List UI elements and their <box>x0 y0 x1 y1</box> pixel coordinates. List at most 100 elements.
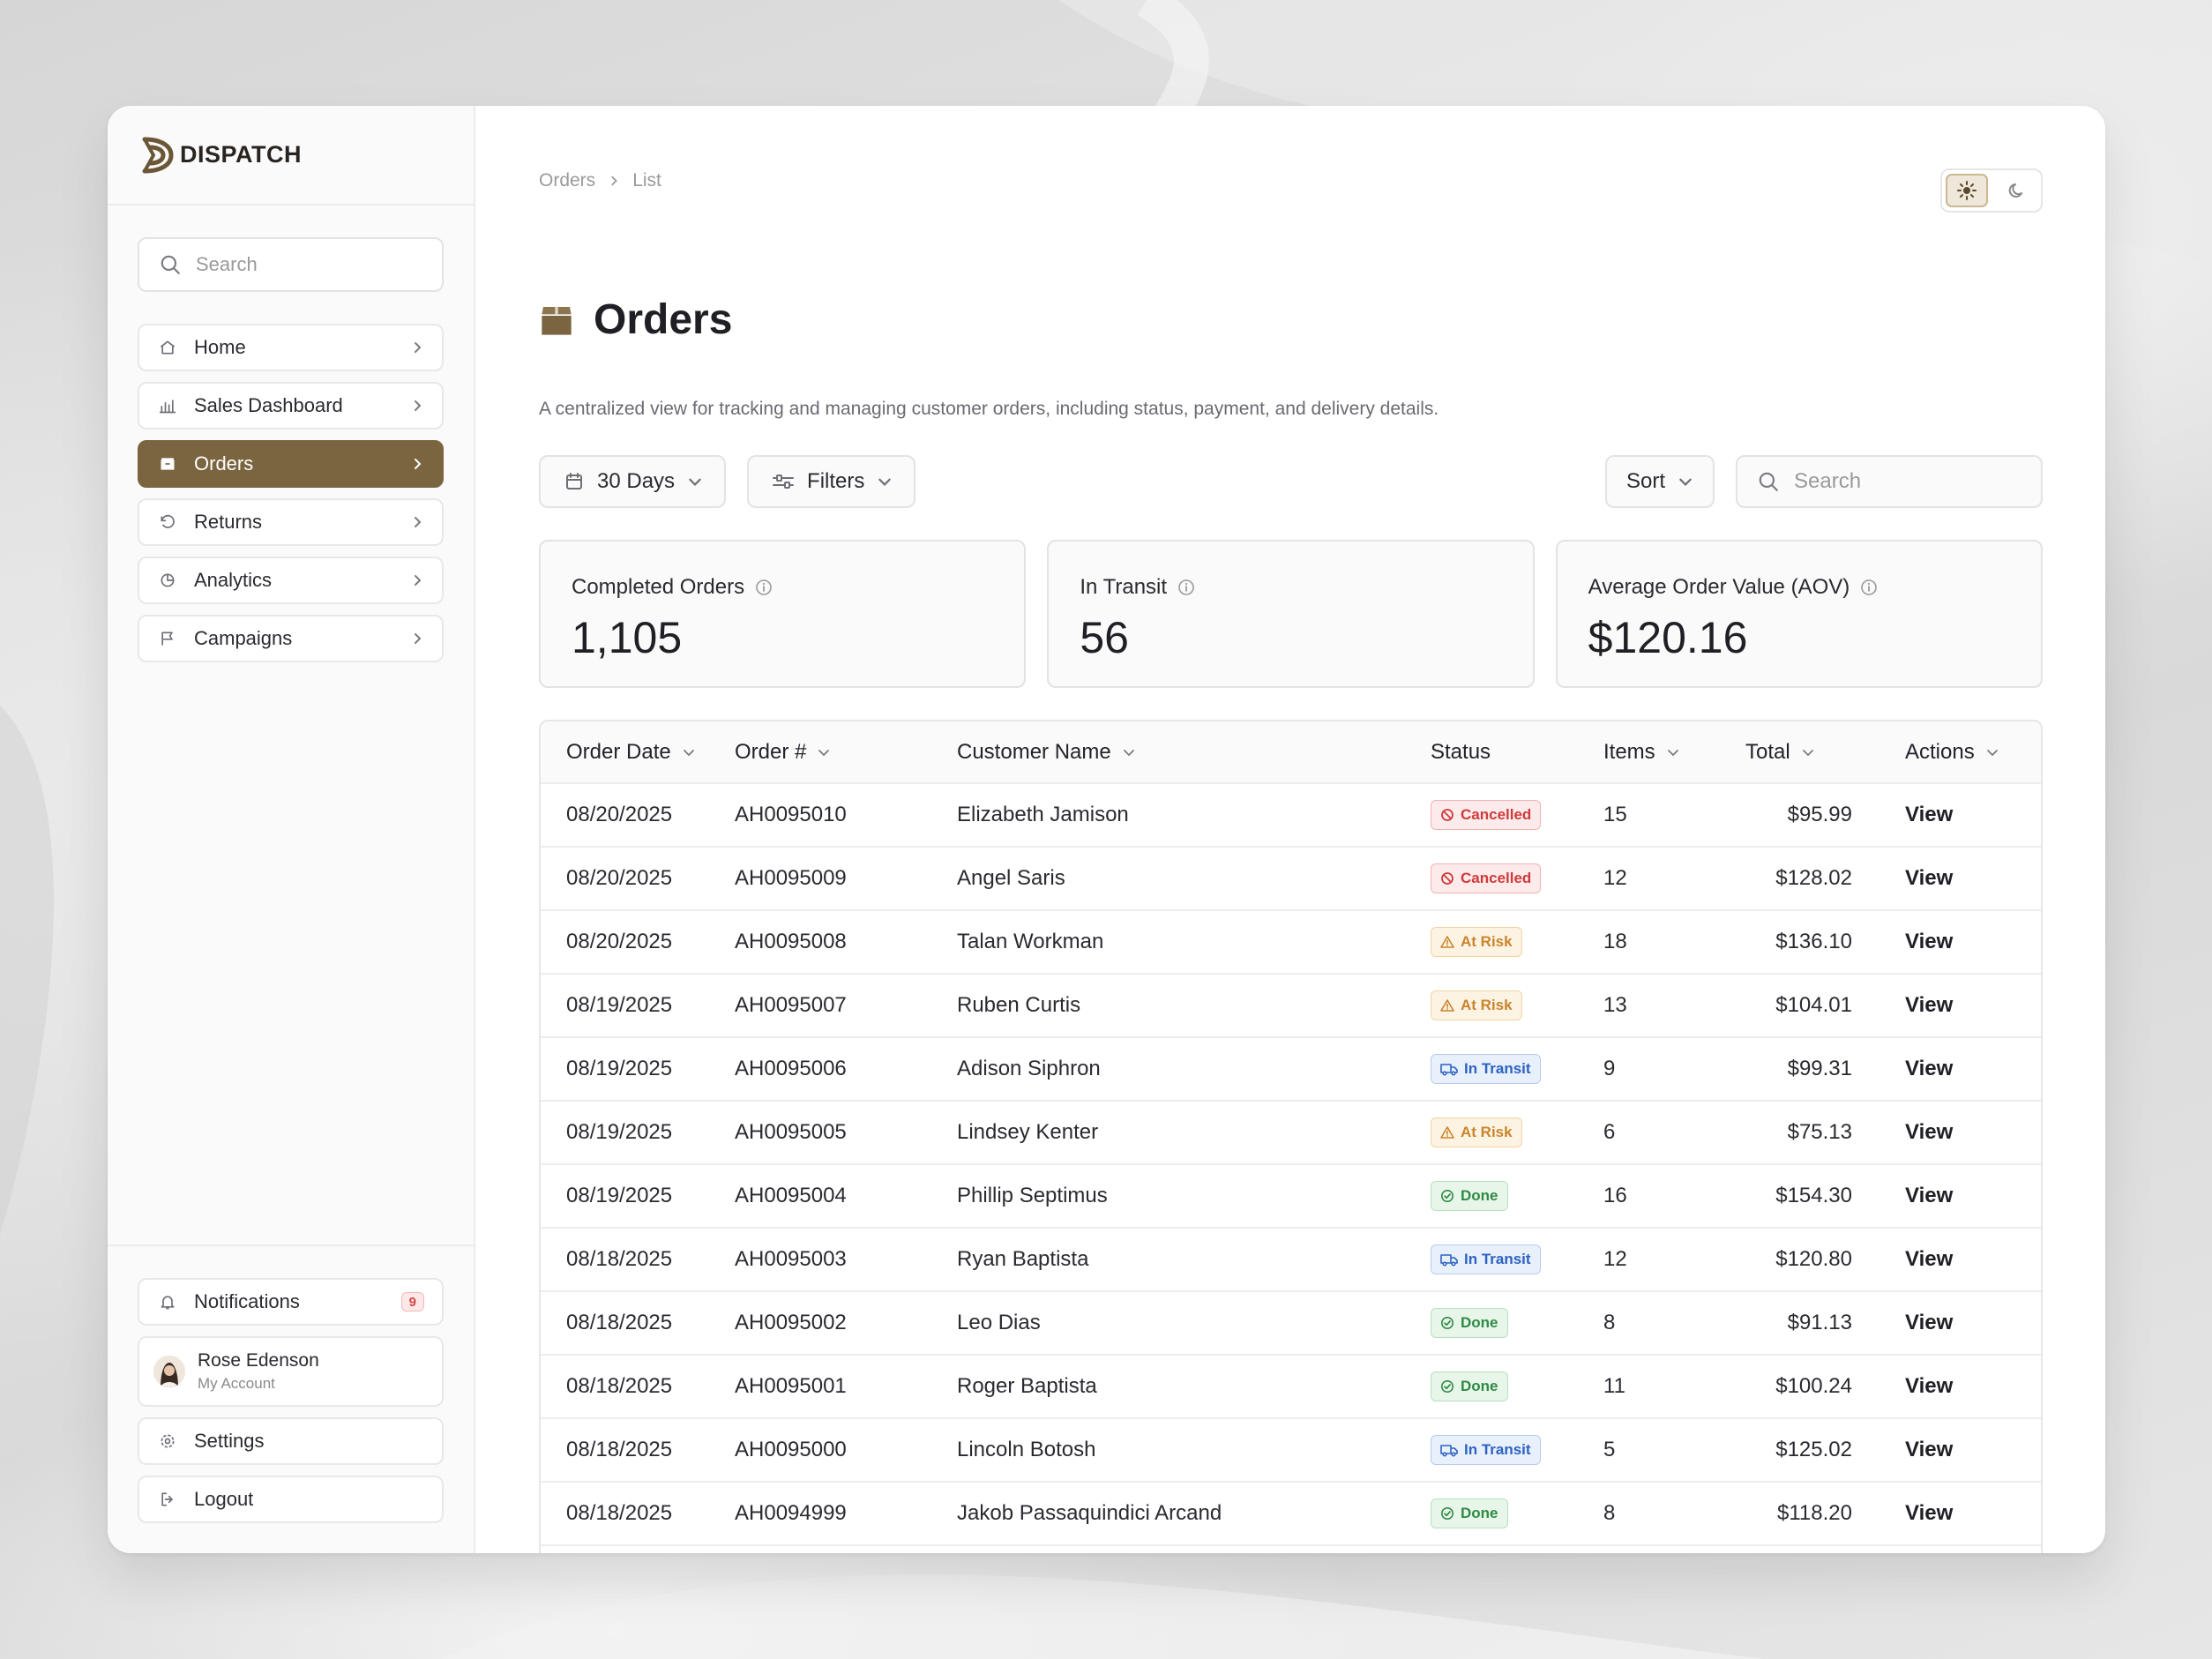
cell-order-date: 08/20/2025 <box>566 866 673 890</box>
table-row[interactable]: 08/20/2025 AH0095008 Talan Workman At Risk 1… <box>541 910 2041 974</box>
view-order-link[interactable]: View <box>1905 1438 1954 1461</box>
sidebar-item-orders[interactable]: Orders <box>138 440 444 488</box>
table-row[interactable]: 08/19/2025 AH0095005 Lindsey Kenter At Risk… <box>541 1101 2041 1164</box>
column-header-actions[interactable]: Actions <box>1852 721 2041 783</box>
cell-total: $75.13 <box>1787 1120 1852 1144</box>
info-icon[interactable] <box>755 579 773 596</box>
brand[interactable]: DISPATCH <box>108 106 474 206</box>
breadcrumb: Orders List <box>539 170 661 191</box>
chevron-down-icon <box>1123 749 1134 756</box>
view-order-link[interactable]: View <box>1905 866 1954 890</box>
cell-total: $100.24 <box>1775 1374 1852 1398</box>
status-badge: Cancelled <box>1431 863 1542 893</box>
cell-order-number: AH0095004 <box>735 1184 847 1207</box>
sidebar-item-logout[interactable]: Logout <box>138 1476 444 1523</box>
notification-count-badge: 9 <box>400 1292 424 1312</box>
account-menu[interactable]: Rose Edenson My Account <box>138 1336 444 1407</box>
cell-customer-name: Nolan Baptista <box>957 1545 1431 1553</box>
date-range-button[interactable]: 30 Days <box>539 455 727 508</box>
sidebar-item-analytics[interactable]: Analytics <box>138 557 444 604</box>
check-circle-icon <box>1441 1380 1453 1393</box>
cell-items: 9 <box>1603 1545 1745 1553</box>
table-row[interactable]: 08/19/2025 AH0095007 Ruben Curtis At Risk 13… <box>541 974 2041 1037</box>
sidebar-item-sales-dashboard[interactable]: Sales Dashboard <box>138 382 444 430</box>
cell-total: $91.13 <box>1787 1311 1852 1334</box>
cell-items: 11 <box>1603 1374 1625 1398</box>
sidebar-item-label: Home <box>194 336 246 358</box>
table-row[interactable]: 08/18/2025 AH0094999 Jakob Passaquindici A… <box>541 1482 2041 1545</box>
filters-label: Filters <box>807 469 865 493</box>
sidebar-item-home[interactable]: Home <box>138 324 444 371</box>
sort-label: Sort <box>1625 469 1665 493</box>
orders-table: Order Date Order # Customer Name Status … <box>539 720 2043 1553</box>
cell-order-date: 08/18/2025 <box>566 1438 673 1461</box>
column-header-order-number[interactable]: Order # <box>735 721 957 783</box>
cell-customer-name: Lincoln Botosh <box>957 1438 1096 1461</box>
sidebar-item-campaigns[interactable]: Campaigns <box>138 615 444 662</box>
cell-customer-name: Elizabeth Jamison <box>957 803 1129 826</box>
search-icon <box>1759 472 1778 491</box>
column-header-order-date[interactable]: Order Date <box>541 721 735 783</box>
cell-items: 18 <box>1603 930 1627 953</box>
main-content: Orders List Orders A centralized view fo… <box>475 106 2105 1553</box>
sort-button[interactable]: Sort <box>1604 455 1715 508</box>
table-row[interactable]: 08/19/2025 AH0095006 Adison Siphron In Tran… <box>541 1037 2041 1101</box>
cell-customer-name: Adison Siphron <box>957 1057 1101 1080</box>
view-order-link[interactable]: View <box>1905 1057 1954 1080</box>
table-row[interactable]: 08/18/2025 AH0095001 Roger Baptista Done 11 $… <box>541 1355 2041 1418</box>
table-row[interactable]: 08/18/2025 AH0095000 Lincoln Botosh In Tran… <box>541 1418 2041 1482</box>
dispatch-logo-icon <box>142 137 174 173</box>
sidebar-search-input[interactable]: Search <box>138 237 444 292</box>
view-order-link[interactable]: View <box>1905 1311 1954 1334</box>
sidebar-item-notifications[interactable]: Notifications 9 <box>138 1278 444 1326</box>
table-row[interactable]: 08/18/2025 AH0095002 Leo Dias Done 8 $91.13 Vi… <box>541 1291 2041 1355</box>
calendar-icon <box>564 471 585 492</box>
table-row[interactable]: 08/19/2025 AH0095004 Phillip Septimus Done 1… <box>541 1164 2041 1228</box>
view-order-link[interactable]: View <box>1905 1247 1954 1271</box>
stat-card-in-transit: In Transit 56 <box>1047 540 1535 688</box>
check-circle-icon <box>1441 1317 1453 1329</box>
chevron-right-icon <box>410 457 424 471</box>
filters-button[interactable]: Filters <box>747 455 916 508</box>
check-circle-icon <box>1441 1190 1453 1202</box>
ban-icon <box>1441 809 1453 821</box>
status-label: At Risk <box>1461 933 1513 950</box>
breadcrumb-root[interactable]: Orders <box>539 170 596 191</box>
account-name: Rose Edenson <box>198 1350 319 1371</box>
table-row[interactable]: 08/18/2025 AH0095003 Ryan Baptista In Trans… <box>541 1228 2041 1291</box>
cell-order-date: 08/18/2025 <box>566 1247 673 1271</box>
sidebar-item-returns[interactable]: Returns <box>138 498 444 546</box>
view-order-link[interactable]: View <box>1905 1374 1954 1398</box>
column-header-items[interactable]: Items <box>1603 721 1745 783</box>
box-icon <box>542 306 572 335</box>
view-order-link[interactable]: View <box>1905 803 1954 826</box>
stat-value: 1,105 <box>572 613 683 662</box>
table-row[interactable]: 08/20/2025 AH0095009 Angel Saris Cancelled 1… <box>541 847 2041 910</box>
column-header-total[interactable]: Total <box>1745 721 1852 783</box>
view-order-link[interactable]: View <box>1905 1184 1954 1207</box>
orders-search-input[interactable]: Search <box>1736 455 2043 508</box>
cell-order-number: AH0095005 <box>735 1120 847 1144</box>
view-order-link[interactable]: View <box>1905 930 1954 953</box>
cell-order-date: 08/19/2025 <box>566 1120 673 1144</box>
view-order-link[interactable]: View <box>1905 1501 1954 1525</box>
dark-mode-button[interactable] <box>1995 174 2037 207</box>
table-row[interactable]: 08/20/2025 AH0095010 Elizabeth Jamison Canc… <box>541 783 2041 847</box>
cell-customer-name: Ruben Curtis <box>957 993 1081 1017</box>
light-mode-button[interactable] <box>1946 174 1988 207</box>
view-order-link[interactable]: View <box>1905 1120 1954 1144</box>
account-subtitle: My Account <box>198 1375 275 1392</box>
status-badge: At Risk <box>1431 1117 1522 1147</box>
cell-customer-name: Jakob Passaquindici Arcand <box>957 1501 1222 1525</box>
status-label: In Transit <box>1464 1251 1531 1267</box>
sidebar-item-settings[interactable]: Settings <box>138 1417 444 1465</box>
cell-order-number: AH0095003 <box>735 1247 847 1271</box>
home-icon <box>159 339 176 356</box>
column-header-customer-name[interactable]: Customer Name <box>957 721 1431 783</box>
view-order-link[interactable]: View <box>1905 993 1954 1017</box>
info-icon[interactable] <box>1860 579 1878 596</box>
gear-icon <box>159 1432 176 1450</box>
sidebar-item-label: Logout <box>194 1488 254 1510</box>
info-icon[interactable] <box>1177 579 1195 596</box>
